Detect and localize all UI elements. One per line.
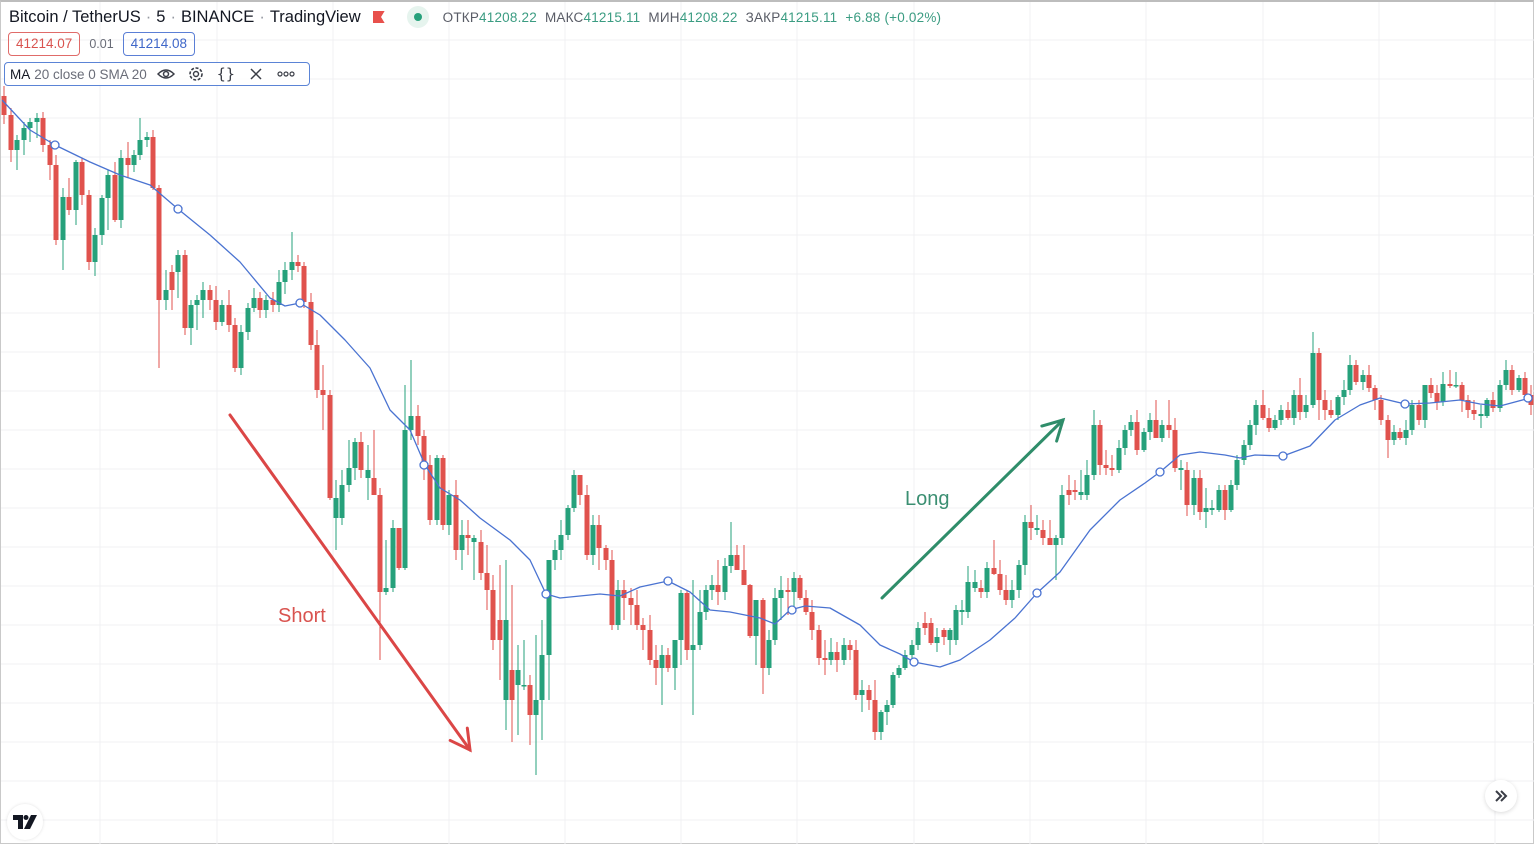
open-label: ОТКР: [442, 9, 480, 25]
code-braces-icon[interactable]: {}: [216, 65, 235, 83]
high-value: 41215.11: [583, 9, 641, 25]
symbol-name[interactable]: Bitcoin / TetherUS: [9, 7, 141, 26]
tradingview-logo-icon[interactable]: [7, 804, 43, 840]
exchange: BINANCE: [180, 7, 255, 26]
market-status-icon[interactable]: [406, 6, 429, 28]
symbol-legend: Bitcoin / TetherUS · 5 · BINANCE · Tradi…: [9, 6, 949, 28]
indicator-name: MA: [10, 66, 31, 82]
candlestick-series: [1, 86, 1534, 775]
moving-average-line: [1, 99, 1533, 668]
more-icon[interactable]: [275, 64, 297, 84]
change-value: +6.88 (+0.02%): [845, 9, 942, 25]
gear-icon[interactable]: [185, 64, 207, 84]
indicator-params: 20 close 0 SMA 20: [34, 66, 147, 82]
close-label: ЗАКР: [745, 9, 781, 25]
double-chevron-right-icon: [1495, 790, 1508, 802]
spread-value: 0.01: [89, 37, 114, 51]
sell-price-button[interactable]: 41214.07: [8, 32, 81, 56]
scroll-to-realtime-button[interactable]: [1485, 780, 1517, 812]
long-annotation-label[interactable]: Long: [905, 488, 950, 510]
open-value: 41208.22: [479, 9, 537, 25]
high-label: МАКС: [544, 9, 584, 25]
short-annotation-label[interactable]: Short: [278, 605, 326, 627]
close-value: 41215.11: [780, 9, 838, 25]
eye-icon[interactable]: [155, 64, 177, 84]
flag-icon[interactable]: [372, 11, 385, 23]
ohlc-values: ОТКР 41208.22 МАКС 41215.11 МИН 41208.22 ЗА…: [443, 10, 950, 25]
buy-price-button[interactable]: 41214.08: [122, 32, 195, 56]
low-value: 41208.22: [679, 9, 738, 25]
bid-ask-prices: 41214.07 0.01 41214.08: [8, 32, 195, 56]
low-label: МИН: [648, 9, 680, 25]
trend-arrows: [228, 413, 1066, 753]
data-source: TradingView: [269, 7, 361, 26]
close-icon[interactable]: [245, 64, 267, 84]
interval[interactable]: 5: [156, 7, 166, 26]
indicator-legend-ma[interactable]: MA 20 close 0 SMA 20 {}: [4, 62, 310, 86]
